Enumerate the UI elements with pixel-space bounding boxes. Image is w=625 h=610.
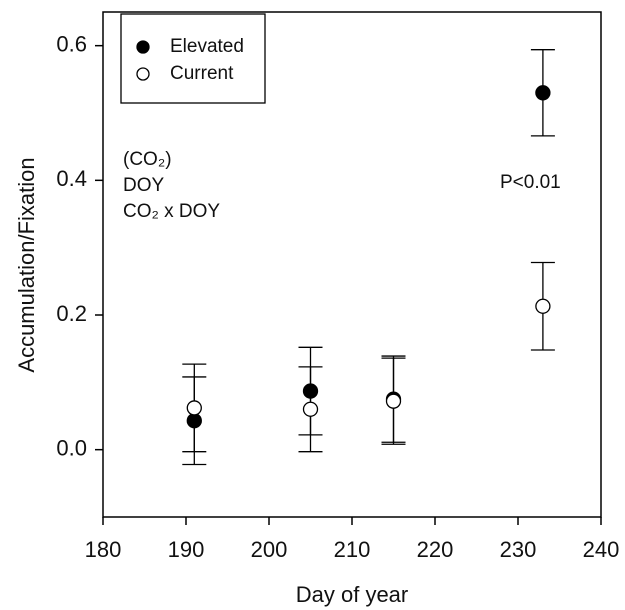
x-tick-label: 210 [334,537,371,562]
y-axis-label: Accumulation/Fixation [14,157,39,372]
x-tick-label: 200 [251,537,288,562]
annotation: (CO₂) [123,149,172,170]
annotation: DOY [123,175,165,196]
data-point [186,413,202,429]
data-point [186,400,202,416]
legend-label: Current [170,63,234,84]
legend-box [120,13,266,104]
y-tick-label: 0.4 [56,166,87,191]
x-tick-label: 240 [583,537,620,562]
data-point [302,401,319,417]
data-point [535,85,551,101]
annotation: P<0.01 [500,172,561,193]
data-point [535,298,551,314]
x-tick-label: 220 [417,537,454,562]
x-tick-label: 190 [168,537,205,562]
x-tick-label: 230 [500,537,537,562]
annotation: CO₂ x DOY [123,201,220,222]
y-tick-label: 0.6 [56,31,87,56]
y-tick-label: 0.0 [56,435,87,460]
data-point [385,393,402,409]
legend-label: Elevated [170,36,244,57]
x-axis-label: Day of year [296,582,409,607]
legend-marker [136,40,150,54]
y-tick-label: 0.2 [56,301,87,326]
x-tick-label: 180 [85,537,122,562]
data-point [302,383,319,399]
legend-marker [136,67,150,81]
